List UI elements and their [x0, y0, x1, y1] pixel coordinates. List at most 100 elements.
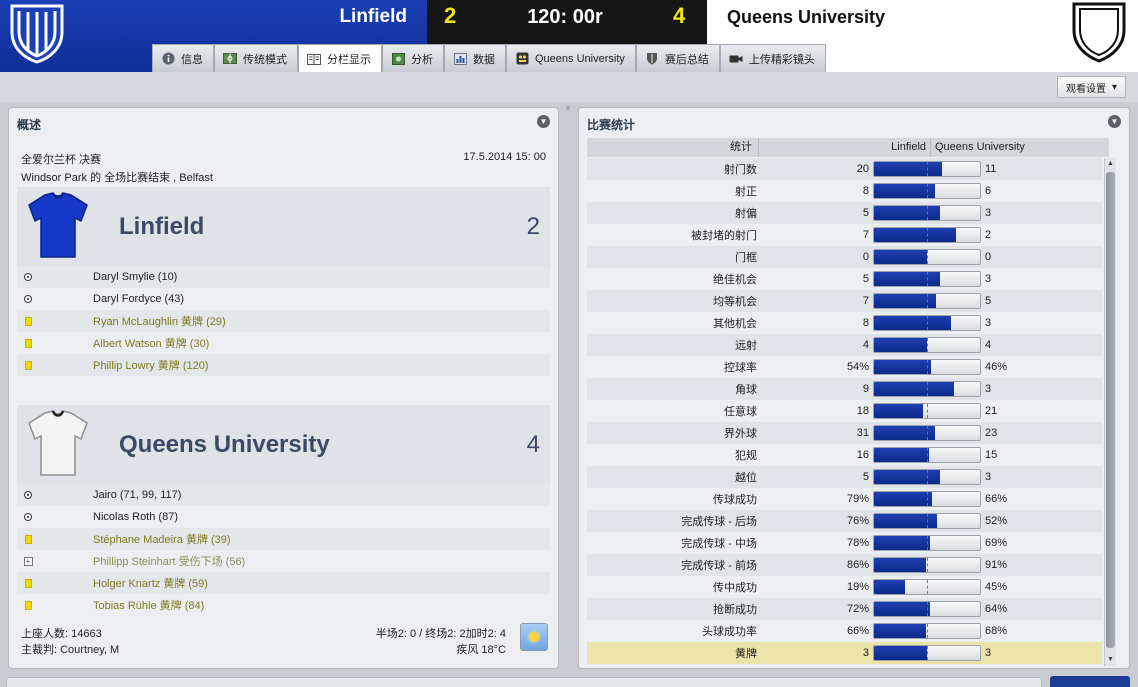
stats-row[interactable]: 头球成功率 66% 68% — [587, 620, 1102, 642]
stats-title: 比赛统计 — [587, 118, 636, 132]
event-text[interactable]: Albert Watson 黄牌 (30) — [93, 338, 210, 350]
away-team-name[interactable]: Queens University — [727, 7, 886, 27]
scroll-thumb[interactable] — [1106, 172, 1115, 648]
tab-match-report[interactable]: 赛后总结 — [635, 44, 720, 72]
panel-menu-icon[interactable]: ▼ — [537, 115, 550, 128]
continue-button[interactable] — [1050, 676, 1130, 687]
event-text[interactable]: Phillip Lowry 黄牌 (120) — [93, 360, 209, 372]
stats-row[interactable]: 角球 9 3 — [587, 378, 1102, 400]
stat-comparison-bar — [873, 227, 981, 243]
stat-comparison-bar — [873, 425, 981, 441]
stats-row[interactable]: 门框 0 0 — [587, 246, 1102, 268]
away-column-header[interactable]: Queens University — [935, 141, 1025, 153]
yellow-card-icon — [24, 338, 32, 348]
stats-row[interactable]: 射门数 20 11 — [587, 158, 1102, 180]
event-row: + Phillipp Steinhart 受伤下场 (56) — [17, 550, 550, 572]
stat-comparison-bar — [873, 623, 981, 639]
stats-scrollbar[interactable]: ▲ ▼ — [1104, 158, 1116, 666]
stats-row[interactable]: 界外球 31 23 — [587, 422, 1102, 444]
home-shirt-icon — [28, 192, 88, 258]
event-text[interactable]: Phillipp Steinhart 受伤下场 (56) — [93, 556, 246, 568]
event-icon — [17, 600, 39, 610]
stat-comparison-bar — [873, 183, 981, 199]
stats-row[interactable]: 犯规 16 15 — [587, 444, 1102, 466]
home-share-fill — [874, 294, 936, 308]
stats-row[interactable]: 绝佳机会 5 3 — [587, 268, 1102, 290]
home-stat-value: 31 — [856, 427, 869, 439]
stats-row[interactable]: 传中成功 19% 45% — [587, 576, 1102, 598]
home-stat-value: 5 — [862, 207, 869, 219]
event-text[interactable]: Jairo (71, 99, 117) — [93, 489, 182, 501]
home-share-fill — [874, 602, 931, 616]
away-team-title[interactable]: Queens University — [119, 431, 330, 458]
stats-row[interactable]: 任意球 18 21 — [587, 400, 1102, 422]
competition-name[interactable]: 全爱尔兰杯 决赛 — [21, 154, 102, 166]
sun-shape — [529, 632, 539, 642]
event-text[interactable]: Daryl Smylie (10) — [93, 271, 178, 283]
stats-row[interactable]: 抢断成功 72% 64% — [587, 598, 1102, 620]
stat-label: 头球成功率 — [702, 626, 757, 638]
tab-classic-mode[interactable]: 传统模式 — [214, 44, 298, 72]
stat-comparison-bar — [873, 557, 981, 573]
tab-split-view[interactable]: 分栏显示 — [298, 44, 382, 73]
home-column-header[interactable]: Linfield — [759, 138, 931, 157]
event-text[interactable]: Stéphane Madeira 黄牌 (39) — [93, 534, 231, 546]
event-text[interactable]: Ryan McLaughlin 黄牌 (29) — [93, 316, 226, 328]
stats-row[interactable]: 射偏 5 3 — [587, 202, 1102, 224]
stat-comparison-bar — [873, 579, 981, 595]
stat-comparison-bar — [873, 535, 981, 551]
event-row: Ryan McLaughlin 黄牌 (29) — [17, 310, 550, 332]
event-text[interactable]: Holger Knartz 黄牌 (59) — [93, 578, 208, 590]
stat-comparison-bar — [873, 249, 981, 265]
referee[interactable]: 主裁判: Courtney, M — [21, 644, 120, 656]
stat-label: 控球率 — [724, 362, 757, 374]
stats-row[interactable]: 远射 4 4 — [587, 334, 1102, 356]
stats-row[interactable]: 均等机会 7 5 — [587, 290, 1102, 312]
stats-column-header[interactable]: 统计 — [587, 138, 759, 157]
home-share-fill — [874, 272, 941, 286]
stats-row[interactable]: 被封堵的射门 7 2 — [587, 224, 1102, 246]
panel-menu-icon[interactable]: ▼ — [1108, 115, 1121, 128]
home-share-fill — [874, 250, 927, 264]
stats-row[interactable]: 黄牌 3 3 — [587, 642, 1102, 664]
tab-data[interactable]: 数据 — [444, 44, 506, 72]
event-row: Albert Watson 黄牌 (30) — [17, 332, 550, 354]
tab-queens-university[interactable]: Queens University — [506, 44, 636, 72]
stats-row[interactable]: 其他机会 8 3 — [587, 312, 1102, 334]
away-stat-value: 64% — [985, 603, 1008, 615]
event-text[interactable]: Daryl Fordyce (43) — [93, 293, 185, 305]
tab-analysis[interactable]: 分析 — [382, 44, 444, 72]
away-stat-value: 21 — [985, 405, 998, 417]
stat-comparison-bar — [873, 403, 981, 419]
view-settings-button[interactable]: 观看设置 ▾ — [1056, 76, 1126, 98]
event-text[interactable]: Nicolas Roth (87) — [93, 511, 178, 523]
away-stat-value: 0 — [985, 251, 992, 263]
event-row: Daryl Smylie (10) — [17, 266, 550, 288]
away-stat-value: 6 — [985, 185, 992, 197]
panel-splitter-handle[interactable]: ▼ — [564, 104, 572, 113]
stats-row[interactable]: 越位 5 3 — [587, 466, 1102, 488]
stats-row[interactable]: 控球率 54% 46% — [587, 356, 1102, 378]
scroll-down-arrow-icon[interactable]: ▼ — [1107, 656, 1114, 663]
home-team-title[interactable]: Linfield — [119, 213, 205, 240]
bar-midline — [927, 602, 928, 616]
stats-row[interactable]: 完成传球 - 前场 86% 91% — [587, 554, 1102, 576]
stats-header-row: 统计 Linfield Queens University — [587, 138, 1109, 157]
stats-row[interactable]: 传球成功 79% 66% — [587, 488, 1102, 510]
home-share-fill — [874, 162, 943, 176]
scroll-up-arrow-icon[interactable]: ▲ — [1107, 160, 1114, 167]
tab-upload-highlights[interactable]: 上传精彩镜头 — [719, 44, 826, 72]
tab-info[interactable]: 信息 — [152, 44, 214, 72]
stats-row[interactable]: 完成传球 - 中场 78% 69% — [587, 532, 1102, 554]
away-stat-value: 91% — [985, 559, 1008, 571]
stats-row[interactable]: 射正 8 6 — [587, 180, 1102, 202]
yellow-card-icon — [24, 578, 32, 588]
match-stats-panel: 比赛统计 ▼ 统计 Linfield Queens University 射门数… — [578, 107, 1130, 669]
away-stat-value: 3 — [985, 471, 992, 483]
event-text[interactable]: Tobias Rühle 黄牌 (84) — [93, 600, 205, 612]
camera-icon — [729, 52, 743, 66]
home-stat-value: 76% — [846, 515, 869, 527]
stats-row[interactable]: 完成传球 - 后场 76% 52% — [587, 510, 1102, 532]
tab-label: 传统模式 — [243, 53, 287, 66]
home-team-name[interactable]: Linfield — [339, 6, 407, 27]
